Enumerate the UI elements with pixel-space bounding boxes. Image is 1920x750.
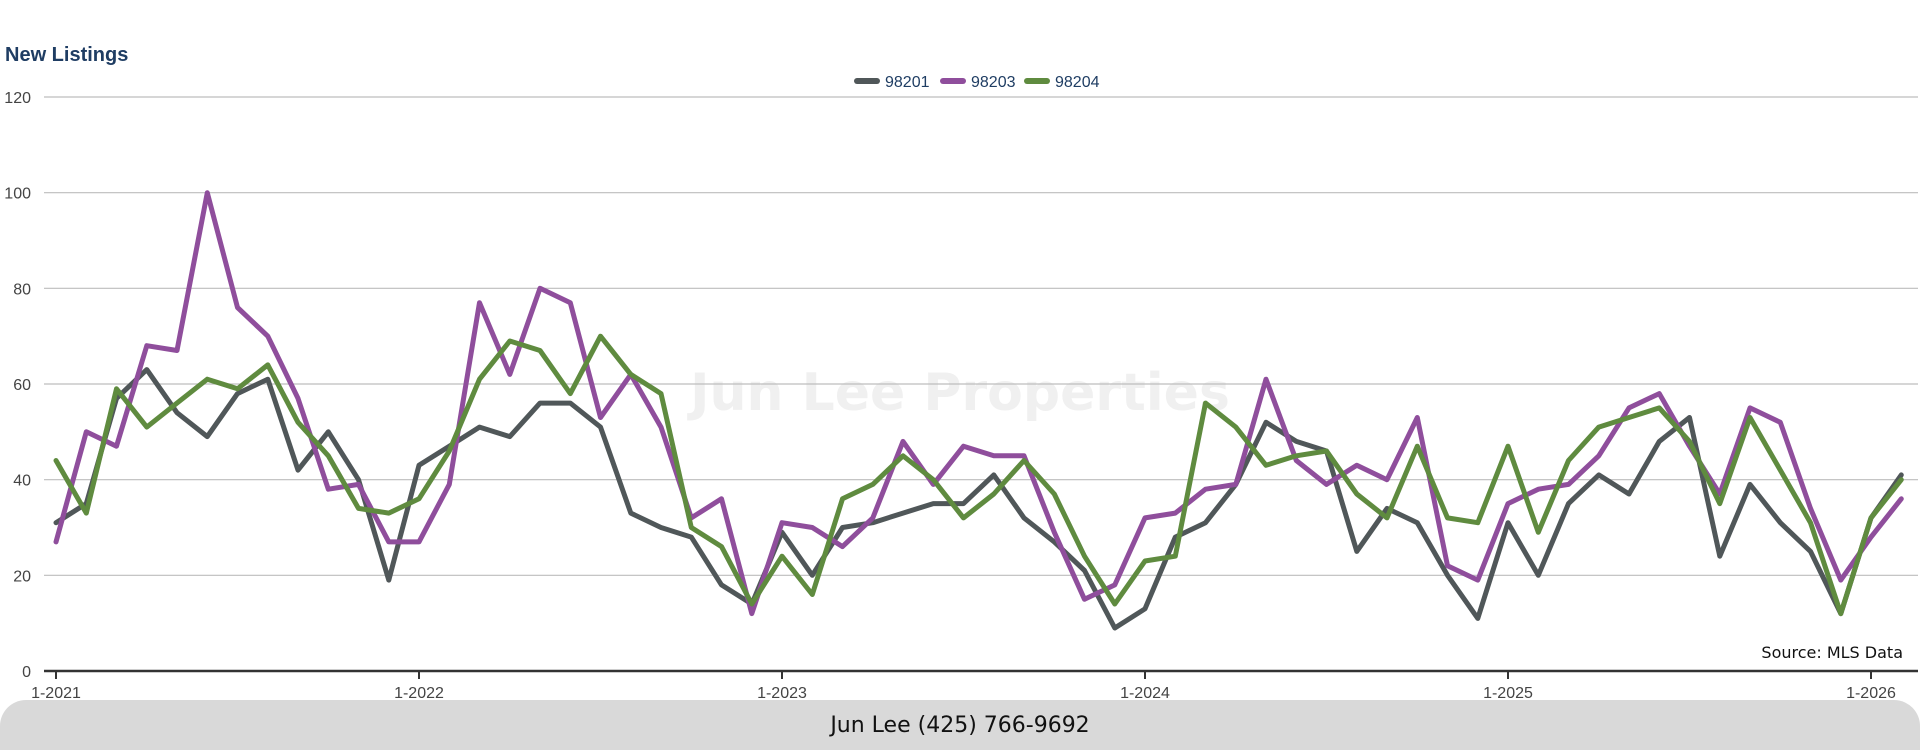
y-tick-label: 20 — [13, 568, 31, 585]
legend-label-98203: 98203 — [971, 74, 1016, 91]
x-tick-label: 1-2023 — [757, 685, 807, 700]
legend: 98201 98203 98204 — [854, 74, 1100, 91]
y-tick-label: 40 — [13, 473, 31, 490]
series-line-98203 — [53, 190, 1904, 617]
new-listings-chart: Jun Lee Properties 0 20 40 60 80 100 120 1-202… — [4, 44, 1918, 700]
y-tick-label: 0 — [22, 664, 31, 681]
series-lines — [53, 190, 1904, 631]
x-axis: 1-2021 1-2022 1-2023 1-2024 1-2025 1-2026 — [31, 669, 1918, 700]
y-tick-label: 60 — [13, 377, 31, 394]
source-text: Source: MLS Data — [1761, 643, 1903, 662]
y-tick-label: 80 — [13, 281, 31, 298]
legend-label-98204: 98204 — [1055, 74, 1100, 91]
footer-contact-text: Jun Lee (425) 766-9692 — [830, 712, 1090, 738]
x-tick-label: 1-2026 — [1846, 685, 1896, 700]
watermark-text: Jun Lee Properties — [687, 363, 1230, 423]
legend-label-98201: 98201 — [885, 74, 930, 91]
x-tick-label: 1-2021 — [31, 685, 81, 700]
series-line-98204 — [53, 333, 1904, 617]
y-tick-label: 100 — [4, 186, 31, 203]
chart-title: New Listings — [5, 44, 128, 66]
footer-contact: Jun Lee (425) 766-9692 — [0, 700, 1920, 750]
x-tick-label: 1-2024 — [1120, 685, 1170, 700]
x-tick-label: 1-2022 — [394, 685, 444, 700]
y-tick-label: 120 — [4, 90, 31, 107]
x-tick-label: 1-2025 — [1483, 685, 1533, 700]
y-axis-ticks: 0 20 40 60 80 100 120 — [4, 90, 31, 681]
